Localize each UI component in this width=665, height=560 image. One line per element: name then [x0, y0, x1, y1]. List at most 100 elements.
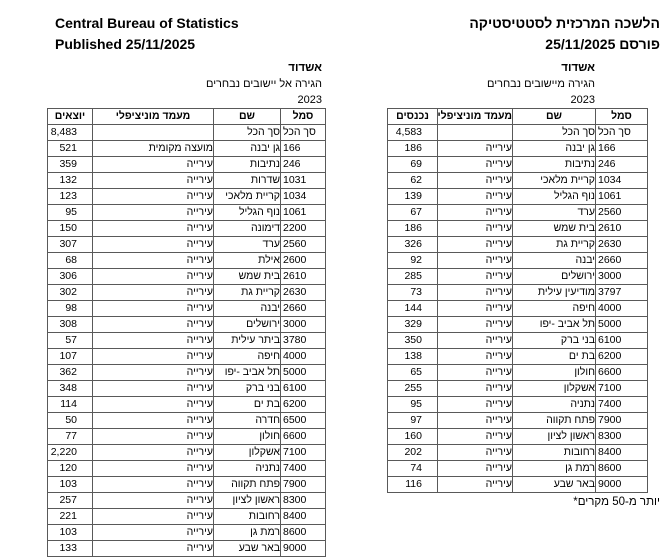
cell-value: 302	[47, 284, 93, 301]
cell-code: 8600	[280, 524, 326, 541]
cell-status: עירייה	[92, 492, 214, 509]
table-row: 6500 חדרה עירייה 50	[47, 412, 326, 429]
cell-status: עירייה	[92, 540, 214, 557]
cell-code: 1061	[595, 188, 648, 205]
header-english: Central Bureau of Statistics Published 2…	[55, 13, 239, 55]
published-date-en: Published 25/11/2025	[55, 36, 196, 52]
cell-status: עירייה	[437, 140, 513, 157]
header-row: סמל שם מעמד מוניציפלי יוצאים	[47, 108, 326, 125]
cell-value: 255	[387, 380, 438, 397]
cell-value: 326	[387, 236, 438, 253]
table-row: 2560 ערד עירייה 307	[47, 236, 326, 253]
cell-name: רמת גן	[512, 460, 596, 477]
cell-value: 285	[387, 268, 438, 285]
table-row: 1034 קריית מלאכי עירייה 123	[47, 188, 326, 205]
cell-name: בני ברק	[213, 380, 281, 397]
cell-value: 95	[47, 204, 93, 221]
cell-status: עירייה	[92, 220, 214, 237]
cell-code: 8400	[280, 508, 326, 525]
cell-code: 1031	[280, 172, 326, 189]
cell-code: 8300	[280, 492, 326, 509]
cell-status: עירייה	[437, 332, 513, 349]
cell-code: 4000	[280, 348, 326, 365]
cell-value: 202	[387, 444, 438, 461]
cell-value: 77	[47, 428, 93, 445]
cell-value: 50	[47, 412, 93, 429]
table-row: 6200 בת ים עירייה 138	[387, 348, 648, 365]
cell-value: 150	[47, 220, 93, 237]
cell-status: עירייה	[92, 364, 214, 381]
cell-name: מודיעין עילית	[512, 284, 596, 301]
cell-code: 2560	[595, 204, 648, 221]
cell-code: 6600	[280, 428, 326, 445]
cell-code: 3000	[595, 268, 648, 285]
city-title: אשדוד	[561, 62, 595, 74]
cell-name: ערד	[213, 236, 281, 253]
cell-status: עירייה	[92, 476, 214, 493]
cell-code: 3000	[280, 316, 326, 333]
cell-name: קריית מלאכי	[512, 172, 596, 189]
cell-code: 8600	[595, 460, 648, 477]
cell-code: 2610	[280, 268, 326, 285]
cell-status: עירייה	[437, 380, 513, 397]
cell-value: 521	[47, 140, 93, 157]
cell-value: 97	[387, 412, 438, 429]
cell-value: 362	[47, 364, 93, 381]
cell-name: סך הכל	[213, 124, 281, 141]
cell-code: סך הכל	[280, 124, 326, 141]
cell-code: 6100	[280, 380, 326, 397]
cell-code: 2660	[595, 252, 648, 269]
cell-code: 7900	[280, 476, 326, 493]
year-label: 2023	[570, 94, 595, 106]
cell-code: 1034	[595, 172, 648, 189]
cell-value: 329	[387, 316, 438, 333]
cell-name: חיפה	[213, 348, 281, 365]
cell-name: נתיבות	[213, 156, 281, 173]
cell-status: עירייה	[437, 444, 513, 461]
cell-name: בני ברק	[512, 332, 596, 349]
table-row: 1031 שדרות עירייה 132	[47, 172, 326, 189]
cell-name: ראשון לציון	[213, 492, 281, 509]
cell-status: עירייה	[437, 156, 513, 173]
cell-code: 2200	[280, 220, 326, 237]
cell-value: 2,220	[47, 444, 93, 461]
table-row: 5000 תל אביב -יפו עירייה 362	[47, 364, 326, 381]
col-header-value: יוצאים	[47, 108, 93, 125]
cell-value: 8,483	[47, 124, 93, 141]
cell-value: 186	[387, 140, 438, 157]
cell-status: עירייה	[92, 428, 214, 445]
out-migration-section: אשדוד הגירה אל יישובים נבחרים 2023 סמל ש…	[47, 60, 326, 557]
cell-code: 2560	[280, 236, 326, 253]
table-subtitle: הגירה מיישובים נבחרים	[486, 78, 595, 90]
cell-name: נוף הגליל	[512, 188, 596, 205]
table-row: 8300 ראשון לציון עירייה 160	[387, 428, 648, 445]
cell-name: אשקלון	[213, 444, 281, 461]
cell-name: נתניה	[512, 396, 596, 413]
table-row: 2600 אילת עירייה 68	[47, 252, 326, 269]
table-row: 2630 קריית גת עירייה 302	[47, 284, 326, 301]
org-name-en: Central Bureau of Statistics	[55, 15, 239, 31]
cell-status: עירייה	[92, 172, 214, 189]
table-row: 7400 נתניה עירייה 120	[47, 460, 326, 477]
table-row: 9000 באר שבע עירייה 133	[47, 540, 326, 557]
cell-name: בית שמש	[213, 268, 281, 285]
cell-code: 7100	[280, 444, 326, 461]
cell-value: 107	[47, 348, 93, 365]
cell-name: ירושלים	[213, 316, 281, 333]
table-row: 166 גן יבנה מועצה מקומית 521	[47, 140, 326, 157]
total-row: סך הכל סך הכל 8,483	[47, 124, 326, 141]
cell-status: עירייה	[437, 252, 513, 269]
cell-name: חולון	[512, 364, 596, 381]
cell-code: 3780	[280, 332, 326, 349]
cell-name: פתח תקווה	[512, 412, 596, 429]
table-row: 1061 נוף הגליל עירייה 95	[47, 204, 326, 221]
cell-value: 144	[387, 300, 438, 317]
cell-name: שדרות	[213, 172, 281, 189]
table-row: 8400 רחובות עירייה 221	[47, 508, 326, 525]
cell-status	[437, 124, 513, 141]
cell-value: 138	[387, 348, 438, 365]
col-header-status: מעמד מוניציפלי	[92, 108, 214, 125]
table-row: 7100 אשקלון עירייה 255	[387, 380, 648, 397]
cell-name: גן יבנה	[512, 140, 596, 157]
col-header-status: מעמד מוניציפלי	[437, 108, 513, 125]
